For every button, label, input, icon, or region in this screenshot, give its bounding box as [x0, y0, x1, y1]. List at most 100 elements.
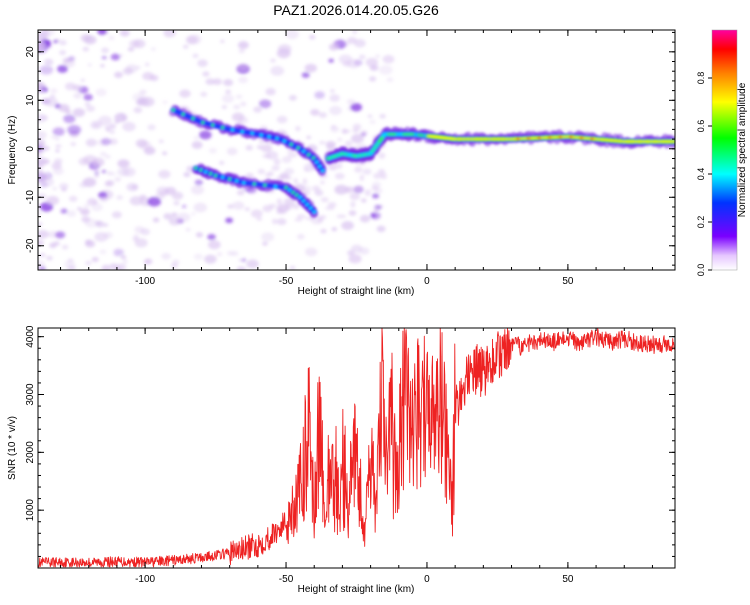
noise-blob — [86, 105, 96, 112]
colorbar-tick-label: 0.6 — [696, 120, 706, 133]
noise-blob — [319, 215, 327, 220]
noise-blob — [39, 252, 46, 258]
noise-blob — [191, 141, 203, 149]
noise-blob — [162, 100, 168, 105]
noise-blob — [270, 65, 285, 76]
noise-blob — [59, 182, 69, 190]
noise-blob — [111, 211, 122, 219]
noise-blob — [129, 196, 143, 206]
colorbar: 0.0 0.2 0.4 0.6 0.8 Normalized spectral ampl… — [696, 29, 748, 276]
noise-blob — [106, 171, 113, 176]
noise-blob — [273, 158, 281, 166]
noise-blob — [59, 50, 67, 56]
noise-blob — [332, 40, 341, 47]
convergence-peak — [410, 132, 416, 136]
noise-blob — [81, 216, 91, 223]
heatmap-ytick-label: 10 — [25, 94, 36, 106]
noise-blob — [225, 89, 231, 94]
noise-blob — [119, 113, 125, 118]
upper-branch-peak — [259, 133, 264, 137]
noise-blob — [238, 48, 245, 54]
noise-blob — [87, 198, 98, 206]
noise-blob — [98, 115, 112, 126]
noise-blob — [104, 125, 110, 130]
snr-xtick-label: -100 — [135, 574, 155, 585]
heatmap-xtick-label: -50 — [279, 276, 294, 287]
noise-blob — [359, 214, 371, 223]
noise-blob — [120, 255, 127, 260]
upper-branch-peak — [275, 136, 279, 140]
noise-blob — [257, 168, 266, 175]
noise-blob — [369, 119, 376, 125]
noise-blob — [260, 144, 273, 153]
noise-blob — [204, 254, 217, 264]
noise-blob — [119, 30, 130, 37]
noise-blob — [94, 232, 108, 242]
noise-blob — [38, 211, 43, 216]
noise-blob — [53, 158, 63, 165]
noise-blob — [64, 109, 72, 115]
noise-blob — [66, 210, 77, 218]
noise-blob — [296, 214, 306, 219]
noise-blob — [329, 105, 342, 116]
noise-blob — [304, 168, 309, 172]
noise-blob — [216, 252, 223, 257]
noise-blob — [100, 64, 105, 68]
noise-blob — [38, 265, 45, 270]
noise-blob — [354, 185, 364, 192]
lower-branch-peak — [208, 172, 213, 176]
heatmap-content — [38, 30, 675, 270]
noise-blob — [94, 174, 100, 178]
noise-blob — [46, 195, 60, 206]
snr-panel: -100 -50 0 50 1000 2000 3000 4000 Height of str… — [7, 325, 676, 595]
noise-blob — [111, 172, 116, 176]
noise-blob — [287, 153, 298, 158]
noise-blob — [236, 190, 245, 196]
noise-blob — [246, 259, 259, 269]
noise-blob — [108, 138, 118, 145]
noise-blob — [46, 255, 53, 261]
lower-branch-peak — [198, 168, 203, 172]
colorbar-frame — [711, 29, 738, 271]
convergence-peak — [420, 133, 425, 137]
noise-blob — [241, 258, 247, 263]
noise-blob — [352, 30, 357, 34]
noise-blob — [353, 39, 366, 48]
noise-blob — [182, 44, 189, 49]
noise-blob — [142, 71, 154, 81]
noise-blob — [226, 250, 234, 256]
upper-branch-peak — [240, 130, 245, 134]
noise-blob — [350, 244, 363, 253]
noise-blob — [50, 88, 58, 94]
noise-blob — [286, 149, 295, 154]
noise-blob — [59, 39, 67, 46]
noise-blob — [351, 134, 364, 144]
noise-blob — [362, 168, 372, 175]
noise-blob — [202, 71, 210, 77]
noise-blob — [56, 144, 63, 149]
noise-blob — [139, 89, 147, 95]
noise-blob — [314, 91, 325, 99]
snr-xlabel: Height of straight line (km) — [298, 584, 415, 595]
noise-blob — [326, 145, 335, 153]
noise-blob — [262, 241, 268, 246]
lower-branch-peak — [312, 210, 317, 214]
colorbar-label: Normalized spectral amplitude — [737, 82, 748, 217]
lower-branch-peak — [294, 193, 299, 197]
noise-blob — [91, 257, 99, 263]
noise-blob — [101, 47, 110, 54]
noise-blob — [83, 203, 90, 209]
noise-blob — [85, 138, 97, 147]
noise-blob — [330, 89, 335, 93]
noise-blob — [49, 242, 57, 249]
noise-blob — [354, 166, 363, 173]
noise-blob — [238, 76, 249, 84]
upper-branch-peak — [296, 146, 300, 150]
noise-blob — [122, 167, 136, 177]
noise-blob — [270, 58, 276, 63]
noise-blob — [55, 231, 66, 239]
noise-blob — [87, 63, 92, 67]
noise-blob — [114, 177, 122, 182]
noise-blob — [348, 210, 357, 216]
noise-blob — [386, 77, 394, 83]
